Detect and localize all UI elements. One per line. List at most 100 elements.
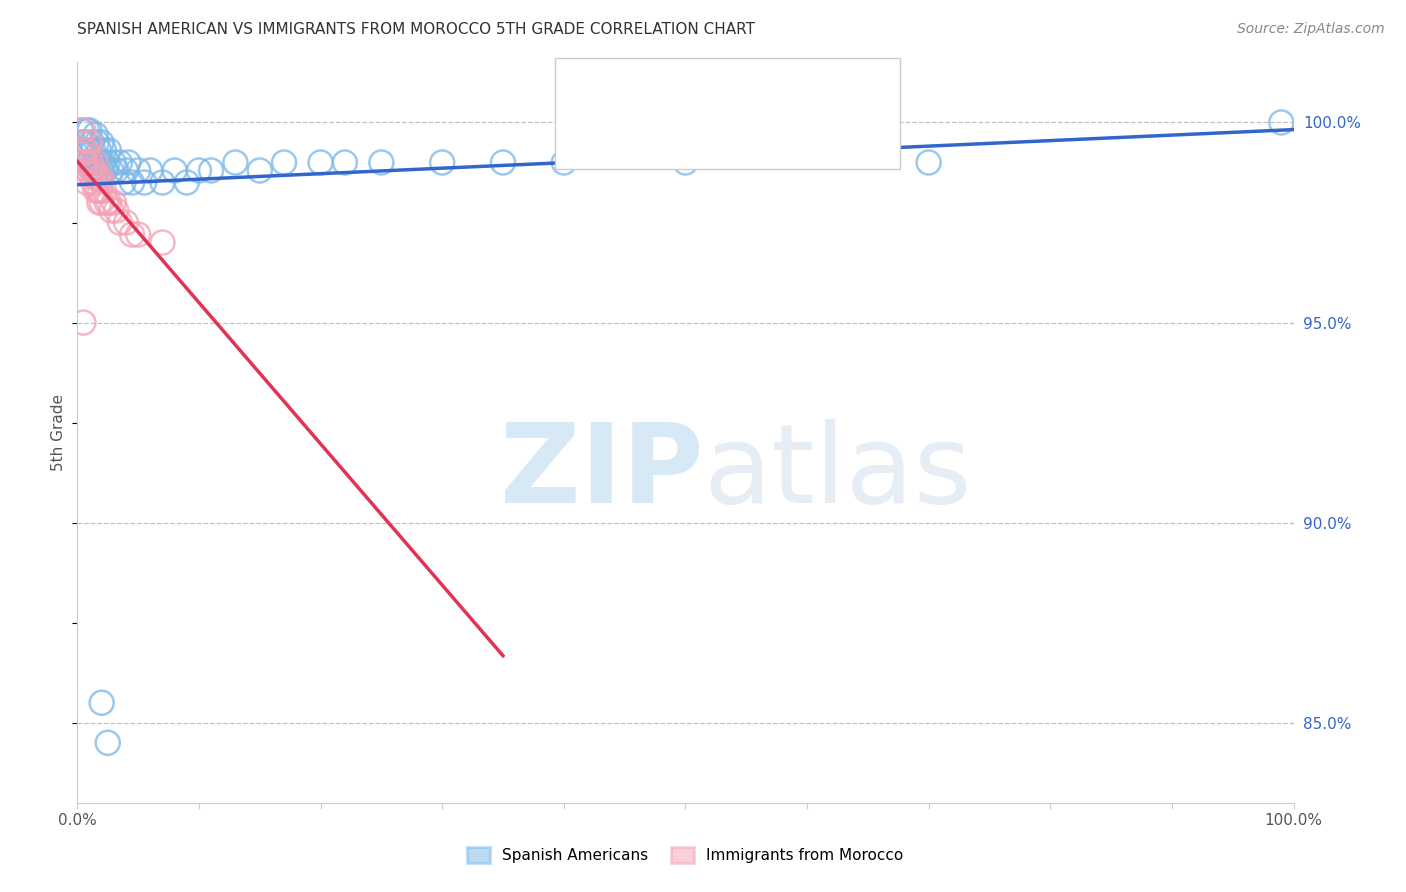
Point [103,195,125,210]
Point [93,144,115,158]
Point [84,155,107,169]
Point [139,163,162,178]
Point [76,144,98,158]
Point [108,215,131,229]
Point [430,155,453,169]
Point [79,136,101,150]
Point [103,155,125,169]
Point [1270,115,1292,129]
Text: N =: N = [710,126,747,144]
Text: 36: 36 [745,126,768,144]
Point [224,155,246,169]
Point [176,176,198,190]
Point [370,155,392,169]
Point [100,203,122,218]
Text: 0.52: 0.52 [651,126,692,144]
Point [188,163,211,178]
Point [82,144,104,158]
Text: atlas: atlas [703,419,972,526]
Point [70,147,93,161]
Point [79,144,101,158]
Text: 0.199: 0.199 [651,83,703,101]
Point [89,171,111,186]
Point [89,195,111,210]
Y-axis label: 5th Grade: 5th Grade [51,394,66,471]
Point [70,123,93,137]
Point [89,155,111,169]
Point [89,184,111,198]
Point [73,144,96,158]
Point [97,144,120,158]
Point [97,736,120,750]
Point [127,227,149,242]
Point [89,168,111,182]
Point [152,176,174,190]
Point [127,163,149,178]
Point [83,163,105,178]
Point [97,195,120,210]
Point [918,155,941,169]
Point [108,155,131,169]
Point [105,203,128,218]
Point [84,128,107,142]
Point [90,136,112,150]
Point [83,155,105,169]
Text: 59: 59 [745,83,768,101]
Point [86,171,108,186]
Text: SPANISH AMERICAN VS IMMIGRANTS FROM MOROCCO 5TH GRADE CORRELATION CHART: SPANISH AMERICAN VS IMMIGRANTS FROM MORO… [77,22,755,37]
Point [80,155,103,169]
Point [121,176,143,190]
Point [96,195,118,210]
Point [273,155,295,169]
Point [134,176,156,190]
Legend: Spanish Americans, Immigrants from Morocco: Spanish Americans, Immigrants from Moroc… [461,841,910,869]
Point [87,155,110,169]
Text: R =: R = [614,126,651,144]
Point [72,316,94,330]
Point [115,163,138,178]
Point [80,163,103,178]
Point [70,136,93,150]
Point [80,136,103,150]
Point [90,696,112,710]
Point [94,163,117,178]
Point [82,176,104,190]
Point [90,163,112,178]
Point [249,163,271,178]
Point [80,163,103,178]
Point [79,123,101,137]
Point [87,184,110,198]
Point [73,155,96,169]
Point [84,155,107,169]
Point [77,155,100,169]
Point [86,136,108,150]
Point [309,155,332,169]
Point [105,163,128,178]
Point [70,136,93,150]
Text: N =: N = [710,83,747,101]
Point [90,195,112,210]
Point [72,123,94,137]
Point [75,155,97,169]
Point [72,155,94,169]
Point [91,155,114,169]
Point [675,155,697,169]
Point [333,155,356,169]
Point [89,144,111,158]
Point [84,184,107,198]
Point [72,144,94,158]
Point [100,163,122,178]
Point [75,136,97,150]
Point [77,163,100,178]
Point [93,184,115,198]
Point [86,163,108,178]
Point [112,176,135,190]
Point [200,163,222,178]
Point [115,215,138,229]
Point [553,155,575,169]
Text: ZIP: ZIP [499,419,703,526]
Point [121,227,143,242]
Point [492,155,515,169]
Point [97,155,120,169]
Point [76,123,98,137]
